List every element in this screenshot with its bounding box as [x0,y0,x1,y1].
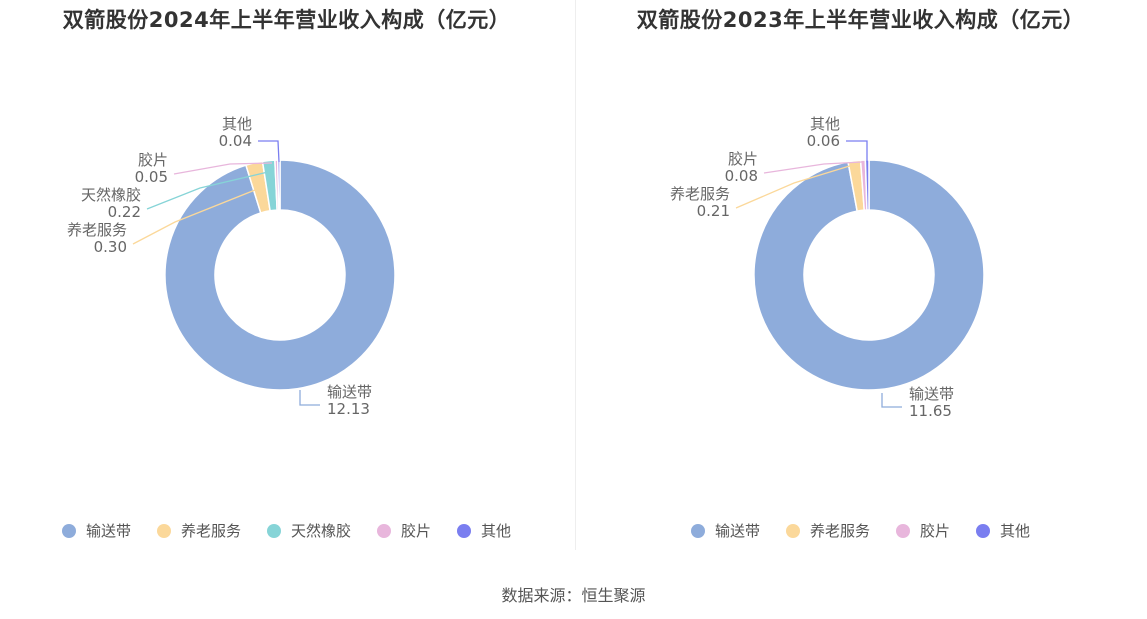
donut-slice-slice-0[interactable] [164,159,396,391]
donut-slice-slice-0[interactable] [753,159,985,391]
legend-marker-icon [690,523,705,538]
slice-label-value: 11.65 [909,402,952,420]
leader-line [299,390,320,406]
legend-label: 天然橡胶 [290,522,351,540]
chart-panel-2024: 双箭股份2024年上半年营业收入构成（亿元） 输送带 12.13 养老服务 0.30 天… [0,0,573,560]
leader-line [258,140,280,163]
slice-label-value: 12.13 [327,400,370,418]
slice-label-name: 养老服务 [670,185,730,203]
leader-line [846,140,868,162]
slice-label-name: 其他 [222,115,252,133]
legend-marker-icon [377,523,391,538]
legend-item[interactable]: 胶片 [377,520,431,541]
legend-marker-icon [457,523,472,538]
legend-item[interactable]: 天然橡胶 [266,520,351,541]
donut-slice-slice-4[interactable] [276,159,281,211]
data-source: 数据来源：恒生聚源 [501,586,646,605]
slice-label-value: 0.05 [135,168,168,186]
legend-label: 输送带 [714,522,760,540]
slice-label-value: 0.30 [94,238,127,256]
legend-item[interactable]: 输送带 [61,520,131,541]
slice-label-value: 0.21 [697,202,730,220]
legend-label: 养老服务 [180,522,241,540]
legend-label: 输送带 [85,522,131,540]
legend: 输送带 养老服务 胶片 其他 [574,520,1147,541]
legend-label: 其他 [1000,522,1031,540]
leader-line [735,163,857,209]
legend-item[interactable]: 养老服务 [785,520,870,541]
legend-item[interactable]: 胶片 [896,520,950,541]
slice-label-value: 0.08 [725,167,758,185]
legend-item[interactable]: 养老服务 [156,520,241,541]
legend-label: 胶片 [401,522,432,540]
slice-label-value: 0.04 [219,132,252,150]
legend-item[interactable]: 其他 [976,520,1030,541]
leader-line [763,161,863,174]
legend-marker-icon [785,523,800,538]
panel-divider [575,0,576,550]
slice-label-name: 胶片 [728,150,758,168]
leader-line [146,171,269,210]
slice-label-name: 天然橡胶 [81,186,141,204]
legend-marker-icon [61,523,76,538]
leader-line [173,162,273,175]
legend-label: 胶片 [920,522,951,540]
slice-label-name: 输送带 [909,385,954,403]
legend-label: 其他 [481,522,512,540]
slice-label-value: 0.06 [807,132,840,150]
legend-item[interactable]: 其他 [457,520,511,541]
legend-label: 养老服务 [809,522,870,540]
slice-label-name: 胶片 [138,151,168,169]
slice-label-name: 其他 [810,115,840,133]
legend-item[interactable]: 输送带 [690,520,760,541]
slice-label-name: 养老服务 [67,221,127,239]
chart-title: 双箭股份2023年上半年营业收入构成（亿元） [636,8,1085,32]
legend-marker-icon [156,523,171,538]
leader-line [132,189,256,245]
legend-marker-icon [266,523,281,538]
legend-marker-icon [976,523,991,538]
slice-label-value: 0.22 [108,203,141,221]
chart-panel-2023: 双箭股份2023年上半年营业收入构成（亿元） 输送带 11.65 养老服务 0.21 胶… [574,0,1147,560]
leader-line [881,393,902,408]
legend: 输送带 养老服务 天然橡胶 胶片 其他 [0,520,573,541]
legend-marker-icon [896,523,910,538]
chart-title: 双箭股份2024年上半年营业收入构成（亿元） [62,8,511,32]
slice-label-name: 输送带 [327,383,372,401]
